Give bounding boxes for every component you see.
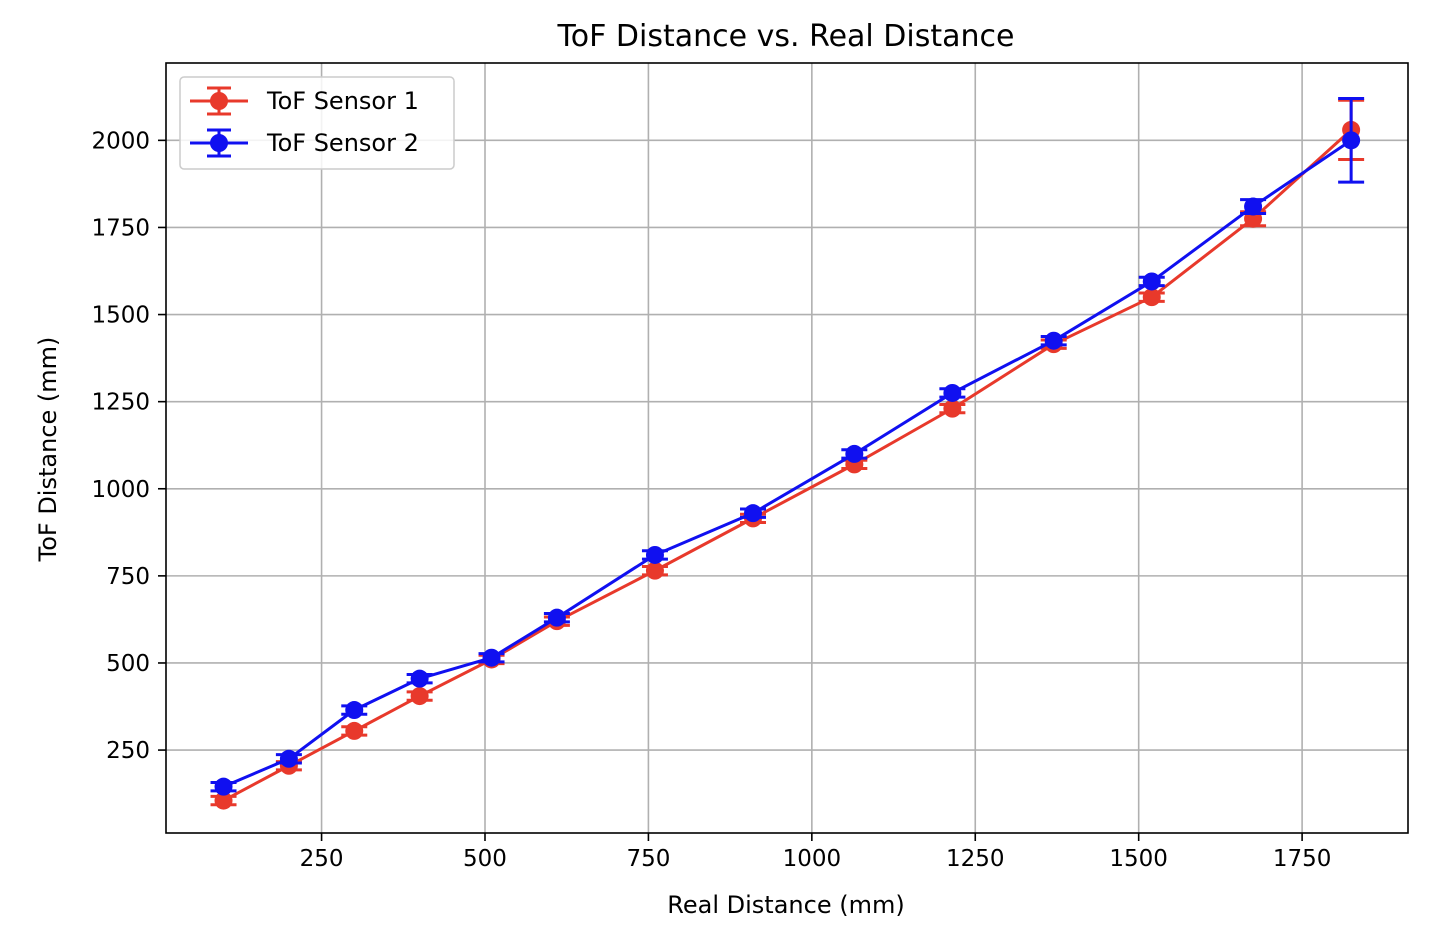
- data-point: [410, 669, 429, 688]
- data-point: [1244, 197, 1263, 216]
- data-point: [943, 383, 962, 402]
- x-tick-label: 500: [463, 846, 507, 872]
- x-tick-label: 1250: [946, 846, 1005, 872]
- plot-frame: [165, 62, 1409, 834]
- series-layer: [210, 97, 1365, 810]
- data-point: [345, 721, 364, 740]
- legend-label: ToF Sensor 1: [266, 87, 419, 115]
- x-tick-label: 1000: [783, 846, 842, 872]
- data-point: [1044, 331, 1063, 350]
- legend: ToF Sensor 1 ToF Sensor 2: [179, 76, 455, 170]
- data-point: [345, 701, 364, 720]
- x-tick-label: 1750: [1273, 846, 1332, 872]
- legend-marker: [210, 92, 228, 110]
- data-point: [845, 444, 864, 463]
- y-axis-label: ToF Distance (mm): [34, 337, 62, 563]
- legend-box: [179, 76, 455, 170]
- data-point: [1142, 272, 1161, 291]
- data-point: [214, 791, 233, 810]
- data-point: [744, 504, 763, 523]
- legend-item-1: ToF Sensor 1: [190, 86, 419, 116]
- y-tick-label: 1750: [91, 215, 150, 241]
- x-tick-label: 1500: [1109, 846, 1168, 872]
- y-tick-label: 1250: [91, 390, 150, 416]
- data-point: [482, 648, 501, 667]
- y-tick-label: 250: [106, 738, 150, 764]
- x-tick-label: 250: [300, 846, 344, 872]
- data-point: [547, 608, 566, 627]
- y-tick-label: 750: [106, 564, 150, 590]
- legend-label: ToF Sensor 2: [266, 129, 419, 157]
- chart-title: ToF Distance vs. Real Distance: [557, 19, 1015, 54]
- data-point: [214, 777, 233, 796]
- y-tick-label: 1000: [91, 477, 150, 503]
- ticks: 250 500 750 1000 1250 1500 1750 250 500 750 1000 12…: [91, 128, 1331, 872]
- series-2: [210, 97, 1365, 796]
- x-axis-label: Real Distance (mm): [667, 891, 904, 919]
- series-line: [222, 128, 1353, 802]
- data-point: [645, 545, 664, 564]
- data-point: [410, 687, 429, 706]
- y-tick-label: 2000: [91, 128, 150, 154]
- data-point: [1342, 131, 1361, 150]
- y-tick-label: 1500: [91, 303, 150, 329]
- legend-marker: [210, 134, 228, 152]
- data-point: [279, 749, 298, 768]
- data-point: [943, 399, 962, 418]
- grid: [166, 63, 1408, 833]
- y-tick-label: 500: [106, 651, 150, 677]
- x-tick-label: 750: [626, 846, 670, 872]
- data-point: [645, 561, 664, 580]
- legend-item-2: ToF Sensor 2: [190, 128, 419, 158]
- data-point: [1142, 288, 1161, 307]
